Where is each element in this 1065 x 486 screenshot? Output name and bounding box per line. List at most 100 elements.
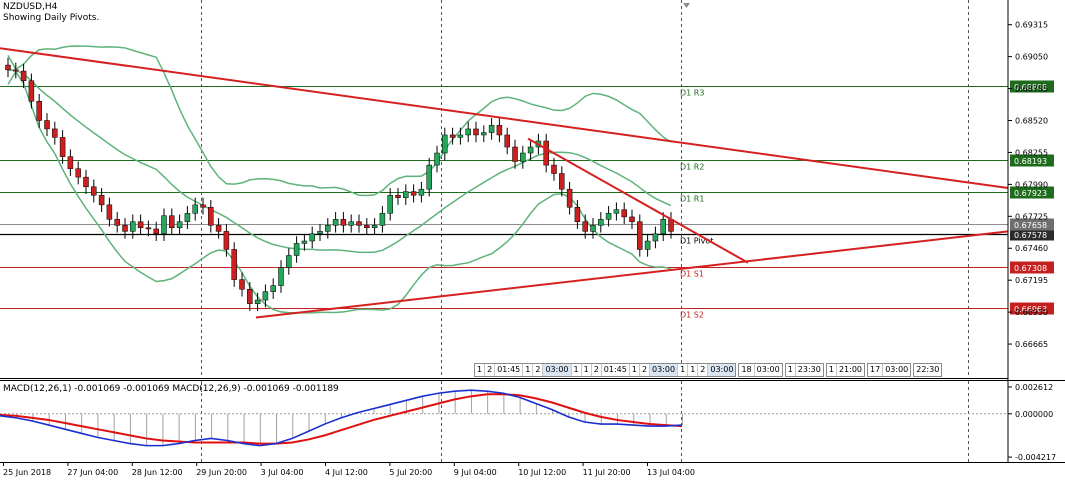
timeframe-cell[interactable]: 03:00 bbox=[650, 364, 679, 376]
timeframe-group[interactable]: 1 2 01:45 1 2 03:00 1 1 2 01:45 1 2 03:00 1 1 2 03:00 bbox=[474, 363, 737, 377]
bear-candle bbox=[200, 204, 206, 208]
bear-candle bbox=[122, 225, 128, 232]
timeframe-cell[interactable]: 2 bbox=[640, 364, 651, 376]
timeframe-cell[interactable]: 1 bbox=[572, 364, 582, 376]
bull-candle bbox=[348, 221, 354, 226]
bull-candle bbox=[176, 221, 183, 229]
bull-candle bbox=[371, 225, 378, 229]
pivot-label: D1 R2 bbox=[680, 163, 704, 172]
timeframe-cell[interactable]: 1 bbox=[786, 364, 796, 376]
bull-candle bbox=[332, 219, 339, 226]
macd-title: MACD(12,26,1) -0.001069 -0.001069 MACD(1… bbox=[3, 384, 339, 394]
bull-candle bbox=[426, 164, 432, 190]
bear-candle bbox=[59, 137, 66, 157]
price-tick-label: 0.67460 bbox=[1015, 244, 1048, 253]
bear-candle bbox=[67, 156, 74, 169]
bear-candle bbox=[621, 209, 627, 218]
bull-candle bbox=[605, 213, 612, 220]
bear-candle bbox=[153, 228, 159, 235]
bull-candle bbox=[379, 213, 386, 226]
price-tick-label: 0.69050 bbox=[1015, 53, 1048, 62]
timeframe-cell[interactable]: 1 bbox=[678, 364, 689, 376]
timeframe-cell[interactable]: 2 bbox=[485, 364, 496, 376]
bear-candle bbox=[13, 69, 19, 72]
bear-candle bbox=[36, 100, 42, 121]
channel-trendline bbox=[527, 137, 749, 264]
timeframe-cell[interactable]: 03:00 bbox=[885, 365, 909, 374]
bear-candle bbox=[215, 225, 222, 232]
price-tag-label: 0.68808 bbox=[1014, 83, 1047, 92]
timeframe-cell[interactable]: 23:30 bbox=[797, 365, 821, 374]
timeframe-cell[interactable]: 2 bbox=[698, 364, 709, 376]
timeframe-cell[interactable]: 2 bbox=[592, 364, 602, 376]
timeframe-group[interactable]: 17 03:00 bbox=[867, 363, 912, 377]
bear-candle bbox=[20, 70, 27, 81]
price-tick-label: 0.67990 bbox=[1015, 180, 1048, 189]
bear-candle bbox=[75, 168, 81, 178]
price-tick-label: 0.66930 bbox=[1015, 308, 1048, 317]
timeframe-cell[interactable]: 2 bbox=[533, 364, 544, 376]
time-tick-label: 4 Jul 12:00 bbox=[325, 468, 368, 477]
bear-candle bbox=[410, 191, 417, 196]
bull-candle bbox=[309, 233, 315, 242]
timeframe-cell[interactable]: 1 bbox=[582, 364, 592, 376]
bear-candle bbox=[239, 279, 245, 290]
bear-candle bbox=[83, 176, 89, 188]
bull-candle bbox=[161, 215, 167, 235]
timeframe-cell[interactable]: 21:00 bbox=[838, 365, 862, 374]
upper-band bbox=[7, 45, 672, 197]
timeframe-cell[interactable]: 01:45 bbox=[495, 364, 524, 376]
bull-candle bbox=[481, 132, 487, 136]
timeframe-cell[interactable]: 03:00 bbox=[756, 365, 780, 374]
candles bbox=[5, 57, 674, 311]
bear-candle bbox=[208, 207, 214, 226]
bear-candle bbox=[91, 186, 97, 196]
timeframe-cell[interactable]: 1 bbox=[827, 364, 837, 376]
bull-candle bbox=[387, 194, 393, 214]
timeframe-cell[interactable]: 03:00 bbox=[708, 364, 736, 376]
macd-tick-label: -0.004217 bbox=[1015, 453, 1056, 462]
bull-candle bbox=[184, 213, 191, 222]
bear-candle bbox=[106, 204, 113, 220]
lower-band bbox=[7, 70, 672, 314]
scroll-marker-icon[interactable] bbox=[683, 3, 690, 8]
timeframe-cell[interactable]: 1 bbox=[475, 364, 486, 376]
bull-candle bbox=[660, 219, 666, 235]
bull-candle bbox=[418, 188, 425, 196]
bear-candle bbox=[559, 173, 565, 190]
timeframe-cell[interactable]: 1 bbox=[523, 364, 534, 376]
bear-candle bbox=[145, 227, 152, 230]
bear-candle bbox=[169, 215, 175, 229]
timeframe-cell[interactable]: 22:30 bbox=[916, 365, 940, 374]
timeframe-cell[interactable]: 03:00 bbox=[543, 364, 572, 376]
price-tick-label: 0.68520 bbox=[1015, 116, 1048, 125]
timeframe-cell[interactable]: 1 bbox=[688, 364, 699, 376]
timeframe-group[interactable]: 1 23:30 bbox=[784, 363, 824, 377]
bull-candle bbox=[301, 240, 308, 244]
bull-candle bbox=[652, 233, 659, 242]
bear-candle bbox=[582, 221, 588, 232]
time-tick-label: 5 Jul 20:00 bbox=[389, 468, 432, 477]
bull-candle bbox=[520, 152, 526, 162]
bear-candle bbox=[223, 231, 230, 250]
price-tick-label: 0.67725 bbox=[1015, 212, 1048, 221]
bear-candle bbox=[543, 140, 549, 166]
bear-candle bbox=[28, 80, 35, 102]
timeframe-group[interactable]: 1 21:00 bbox=[825, 363, 865, 377]
timeframe-cell[interactable]: 1 bbox=[630, 364, 640, 376]
timeframe-strip[interactable]: 1 2 01:45 1 2 03:00 1 1 2 01:45 1 2 03:00 1 1 2 03:00 18 0… bbox=[474, 363, 943, 377]
symbol-label: NZDUSD,H4 bbox=[3, 2, 58, 12]
price-tag bbox=[1010, 154, 1054, 167]
bear-candle bbox=[52, 128, 58, 138]
timeframe-group[interactable]: 22:30 bbox=[913, 363, 943, 377]
timeframe-cell[interactable]: 17 bbox=[868, 364, 884, 376]
timeframe-cell[interactable]: 01:45 bbox=[602, 364, 630, 376]
price-tag-label: 0.67578 bbox=[1014, 231, 1047, 240]
time-tick-label: 13 Jul 04:00 bbox=[647, 468, 695, 477]
bull-candle bbox=[644, 240, 651, 250]
timeframe-cell[interactable]: 18 bbox=[739, 364, 755, 376]
timeframe-group[interactable]: 18 03:00 bbox=[738, 363, 783, 377]
price-tag bbox=[1010, 302, 1054, 315]
pivot-note: Showing Daily Pivots. bbox=[3, 13, 100, 23]
